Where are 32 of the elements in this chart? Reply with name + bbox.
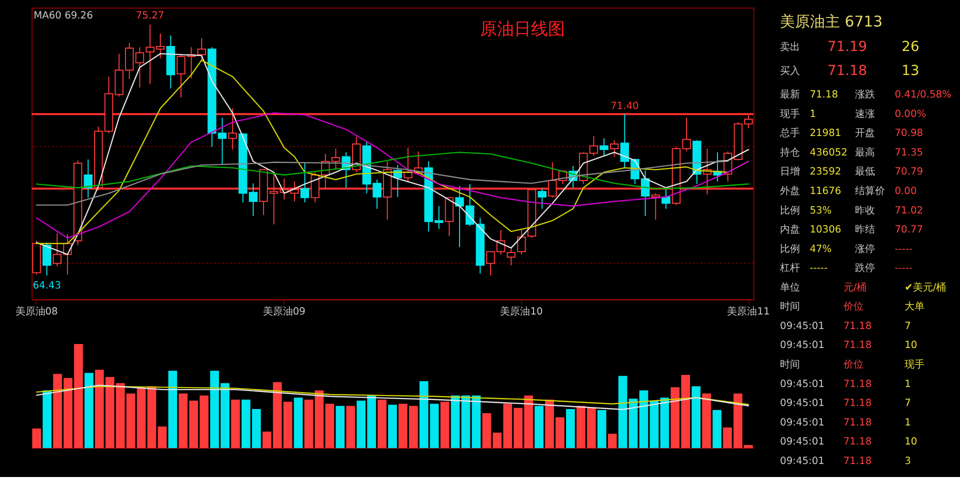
text: 09:45:01 71.18 3 bbox=[780, 456, 911, 467]
text: 总手 21981 开盘 70.98 bbox=[780, 128, 924, 140]
text: 09:45:01 71.18 1 bbox=[780, 378, 911, 390]
annotation: MA60 69.26 bbox=[34, 10, 93, 22]
text: 美原油主 6713 bbox=[780, 13, 883, 30]
ref-line-label: 71.40 bbox=[610, 101, 639, 112]
text: 持仓 436052 最高 71.35 bbox=[780, 147, 924, 158]
text: 比例 47% 涨停 ----- bbox=[780, 244, 913, 255]
text: 现手 1 速涨 0.00% bbox=[780, 108, 926, 120]
x-tick-label: 美原油08 bbox=[15, 306, 58, 318]
text: 外盘 11676 结算价 0.00 bbox=[780, 186, 917, 198]
text: 时间 价位 大单 bbox=[780, 302, 925, 313]
text: 买入 71.18 13 bbox=[780, 62, 920, 79]
text: 时间 价位 现手 bbox=[780, 360, 925, 371]
text: 日增 23592 最低 70.79 bbox=[780, 166, 924, 178]
text: 09:45:01 71.18 10 bbox=[780, 340, 918, 352]
text: 内盘 10306 昨结 70.77 bbox=[780, 224, 924, 236]
text: 单位 元/桶 ✔美元/桶 bbox=[780, 282, 946, 294]
annotation: 64.43 bbox=[32, 280, 61, 292]
text: 09:45:01 71.18 7 bbox=[780, 320, 911, 332]
x-tick-label: 美原油11 bbox=[727, 306, 770, 318]
text: 杠杆 ----- 跌停 ----- bbox=[780, 263, 913, 274]
text: 09:45:01 71.18 1 bbox=[780, 417, 911, 428]
text: 最新 71.18 涨跌 0.41/0.58% bbox=[780, 90, 952, 101]
text: 原油日线图 bbox=[480, 18, 565, 38]
annotation: 75.27 bbox=[136, 10, 164, 22]
text: 比例 53% 昨收 71.02 bbox=[780, 205, 924, 216]
x-tick-label: 美原油10 bbox=[500, 306, 543, 318]
text: 09:45:01 71.18 7 bbox=[780, 398, 911, 410]
text: 卖出 71.19 26 bbox=[780, 39, 920, 56]
text: 09:45:01 71.18 10 bbox=[780, 436, 918, 448]
x-tick-label: 美原油09 bbox=[262, 306, 306, 318]
